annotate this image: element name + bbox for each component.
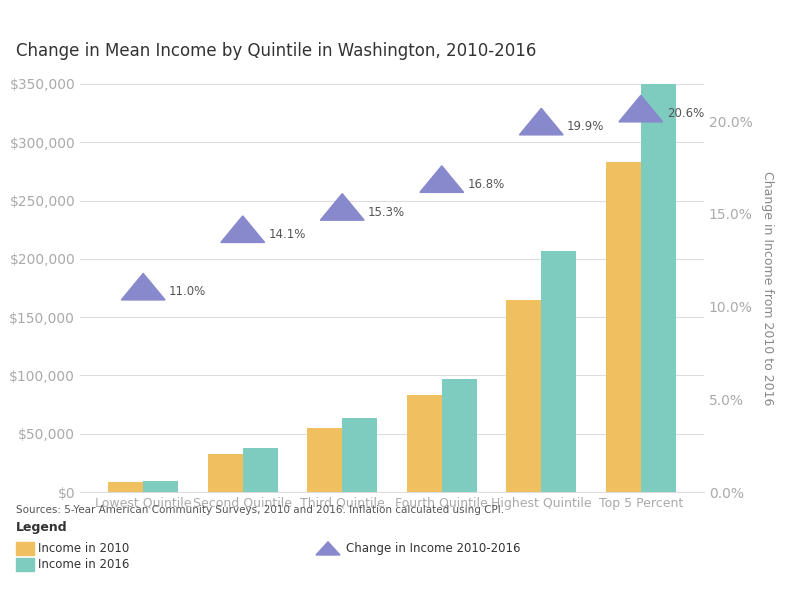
Bar xyxy=(442,379,477,492)
Polygon shape xyxy=(122,274,165,300)
Text: Change in Income 2010-2016: Change in Income 2010-2016 xyxy=(346,542,520,555)
Y-axis label: Income in 2016 Dollars: Income in 2016 Dollars xyxy=(0,215,1,361)
Bar xyxy=(542,251,576,492)
Bar xyxy=(606,162,641,492)
Polygon shape xyxy=(619,95,662,122)
Text: 19.9%: 19.9% xyxy=(567,121,605,133)
Text: Income in 2016: Income in 2016 xyxy=(38,558,130,571)
Text: Change in Mean Income by Quintile in Washington, 2010-2016: Change in Mean Income by Quintile in Was… xyxy=(16,42,536,60)
Text: 11.0%: 11.0% xyxy=(169,286,206,298)
Polygon shape xyxy=(420,166,464,193)
Bar xyxy=(208,454,242,492)
Text: 16.8%: 16.8% xyxy=(468,178,505,191)
Text: 15.3%: 15.3% xyxy=(368,206,406,219)
Bar xyxy=(407,395,442,492)
Bar xyxy=(242,448,278,492)
Text: 20.6%: 20.6% xyxy=(666,107,704,121)
Y-axis label: Change in Income from 2010 to 2016: Change in Income from 2010 to 2016 xyxy=(761,171,774,405)
Polygon shape xyxy=(519,109,563,135)
Polygon shape xyxy=(320,194,364,220)
Bar xyxy=(641,78,676,492)
Bar xyxy=(307,428,342,492)
Polygon shape xyxy=(221,216,265,242)
Text: 14.1%: 14.1% xyxy=(269,228,306,241)
Text: Income in 2010: Income in 2010 xyxy=(38,542,130,555)
Bar xyxy=(506,299,542,492)
Text: Legend: Legend xyxy=(16,521,68,534)
Text: Sources: 5-Year American Community Surveys, 2010 and 2016. Inflation calculated : Sources: 5-Year American Community Surve… xyxy=(16,505,504,515)
Bar xyxy=(143,481,178,492)
Bar xyxy=(342,418,377,492)
Bar xyxy=(108,482,143,492)
